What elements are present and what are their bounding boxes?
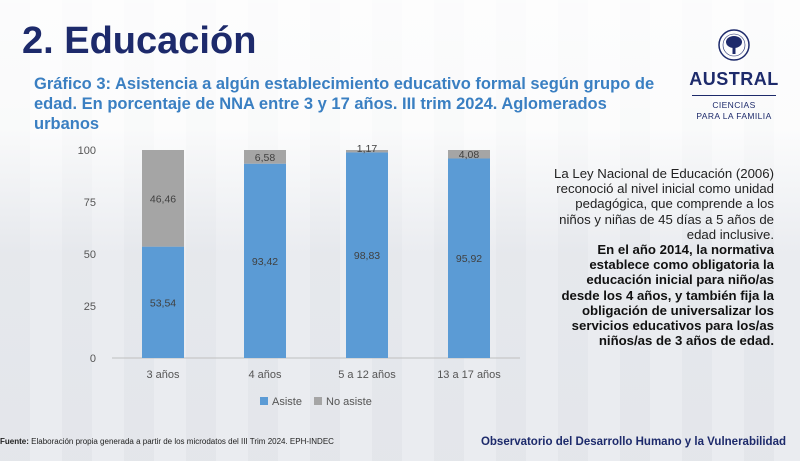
bar-no-asiste [142,150,184,247]
data-label: 46,46 [150,193,176,205]
legend-label-no-asiste: No asiste [326,396,372,408]
chart-subtitle: Gráfico 3: Asistencia a algún establecim… [34,75,655,133]
bar-no-asiste [244,150,286,164]
bar-no-asiste [448,150,490,159]
x-tick-label: 13 a 17 años [437,369,501,381]
bar-asiste [142,246,184,358]
legend-label-asiste: Asiste [272,396,302,408]
data-label: 6,58 [255,152,276,164]
data-label: 53,54 [150,297,176,309]
footer-source-label: Fuente: [0,437,29,446]
y-tick-label: 50 [84,249,96,261]
y-tick-label: 75 [84,197,96,209]
university-logo: AUSTRAL CIENCIAS PARA LA FAMILIA [684,28,784,122]
logo-divider [692,95,776,96]
footer-source-text: Elaboración propia generada a partir de … [31,437,334,446]
y-tick-label: 0 [90,353,96,365]
side-text-paragraph-2: En el año 2014, la normativa establece c… [561,242,774,349]
y-tick-label: 25 [84,301,96,313]
data-label: 98,83 [354,250,380,262]
side-text-block: La Ley Nacional de Educación (2006) reco… [548,166,774,348]
crest-icon [718,29,750,61]
logo-sub-1: CIENCIAS [712,100,756,110]
bar-asiste [346,152,388,358]
data-label: 95,92 [456,253,482,265]
data-label: 1,17 [357,143,378,155]
y-tick-label: 100 [78,145,96,157]
page-title: 2. Educación [22,20,257,62]
data-label: 93,42 [252,256,278,268]
x-tick-label: 5 a 12 años [338,369,396,381]
legend-swatch-asiste [260,397,268,405]
side-text-paragraph-1: La Ley Nacional de Educación (2006) reco… [554,166,774,242]
logo-sub-2: PARA LA FAMILIA [696,111,772,121]
bar-asiste [244,163,286,358]
x-tick-label: 4 años [248,369,282,381]
footer-source: Fuente: Elaboración propia generada a pa… [0,437,334,446]
bar-asiste [448,158,490,358]
bar-no-asiste [346,150,388,153]
legend-swatch-no-asiste [314,397,322,405]
footer-organization: Observatorio del Desarrollo Humano y la … [480,436,786,448]
data-label: 4,08 [459,149,480,161]
logo-name: AUSTRAL [689,69,779,89]
x-tick-label: 3 años [146,369,180,381]
